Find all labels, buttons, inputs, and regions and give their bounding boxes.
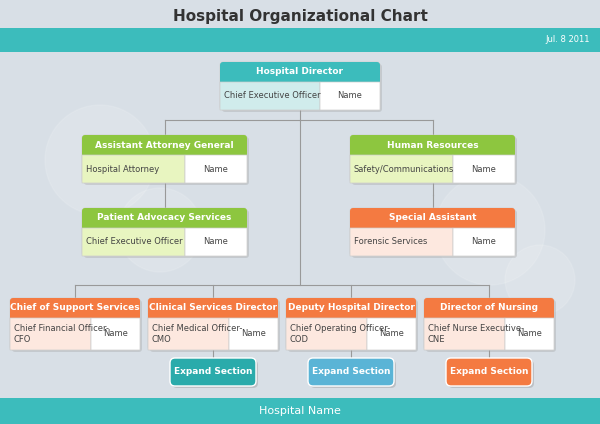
FancyBboxPatch shape	[10, 298, 140, 318]
FancyBboxPatch shape	[367, 318, 416, 350]
FancyBboxPatch shape	[220, 82, 320, 110]
FancyBboxPatch shape	[148, 308, 278, 319]
FancyBboxPatch shape	[82, 145, 247, 156]
FancyBboxPatch shape	[220, 72, 380, 83]
FancyBboxPatch shape	[286, 308, 416, 319]
Text: Hospital Director: Hospital Director	[257, 67, 343, 76]
Text: Human Resources: Human Resources	[386, 140, 478, 150]
FancyBboxPatch shape	[286, 298, 416, 350]
FancyBboxPatch shape	[350, 155, 453, 183]
FancyBboxPatch shape	[352, 137, 517, 185]
Text: Hospital Attorney: Hospital Attorney	[86, 165, 159, 173]
Text: Name: Name	[517, 329, 542, 338]
Text: Name: Name	[379, 329, 404, 338]
Text: Deputy Hospital Director: Deputy Hospital Director	[287, 304, 415, 312]
Text: Special Assistant: Special Assistant	[389, 214, 476, 223]
Text: Chief Executive Officer: Chief Executive Officer	[224, 92, 320, 100]
FancyBboxPatch shape	[148, 298, 278, 350]
Text: Clinical Services Director: Clinical Services Director	[149, 304, 277, 312]
FancyBboxPatch shape	[220, 62, 380, 110]
FancyBboxPatch shape	[82, 135, 247, 155]
FancyBboxPatch shape	[286, 298, 416, 318]
FancyBboxPatch shape	[82, 155, 185, 183]
Text: Hospital Organizational Chart: Hospital Organizational Chart	[173, 8, 427, 23]
Text: Name: Name	[241, 329, 266, 338]
Text: Chief of Support Services: Chief of Support Services	[10, 304, 140, 312]
FancyBboxPatch shape	[453, 228, 515, 256]
FancyBboxPatch shape	[350, 208, 515, 228]
FancyBboxPatch shape	[320, 82, 380, 110]
FancyBboxPatch shape	[148, 298, 278, 318]
FancyBboxPatch shape	[310, 360, 396, 388]
FancyBboxPatch shape	[308, 358, 394, 386]
FancyBboxPatch shape	[350, 218, 515, 229]
FancyBboxPatch shape	[185, 155, 247, 183]
Text: Expand Section: Expand Section	[450, 368, 528, 377]
FancyBboxPatch shape	[424, 318, 505, 350]
FancyBboxPatch shape	[350, 228, 453, 256]
FancyBboxPatch shape	[82, 135, 247, 183]
FancyBboxPatch shape	[453, 155, 515, 183]
Text: Director of Nursing: Director of Nursing	[440, 304, 538, 312]
FancyBboxPatch shape	[424, 298, 554, 318]
Text: Name: Name	[203, 237, 229, 246]
FancyBboxPatch shape	[91, 318, 140, 350]
FancyBboxPatch shape	[424, 308, 554, 319]
Circle shape	[118, 188, 202, 272]
Text: Expand Section: Expand Section	[312, 368, 390, 377]
Text: Name: Name	[203, 165, 229, 173]
FancyBboxPatch shape	[426, 300, 556, 352]
FancyBboxPatch shape	[352, 210, 517, 258]
FancyBboxPatch shape	[185, 228, 247, 256]
FancyBboxPatch shape	[222, 64, 382, 112]
FancyBboxPatch shape	[150, 300, 280, 352]
Text: Name: Name	[103, 329, 128, 338]
Text: Expand Section: Expand Section	[174, 368, 252, 377]
Text: Chief Medical Officer-
CMO: Chief Medical Officer- CMO	[152, 324, 242, 344]
FancyBboxPatch shape	[82, 208, 247, 256]
Circle shape	[505, 245, 575, 315]
Text: Chief Financial Officer-
CFO: Chief Financial Officer- CFO	[14, 324, 109, 344]
FancyBboxPatch shape	[350, 208, 515, 256]
FancyBboxPatch shape	[10, 318, 91, 350]
FancyBboxPatch shape	[286, 318, 367, 350]
Text: Name: Name	[472, 237, 496, 246]
Text: Safety/Communications: Safety/Communications	[354, 165, 454, 173]
Text: Hospital Name: Hospital Name	[259, 406, 341, 416]
FancyBboxPatch shape	[82, 218, 247, 229]
Text: Chief Operating Officer-
COD: Chief Operating Officer- COD	[290, 324, 390, 344]
FancyBboxPatch shape	[10, 308, 140, 319]
FancyBboxPatch shape	[170, 358, 256, 386]
FancyBboxPatch shape	[288, 300, 418, 352]
Text: Assistant Attorney General: Assistant Attorney General	[95, 140, 234, 150]
Circle shape	[45, 105, 155, 215]
FancyBboxPatch shape	[350, 135, 515, 183]
Circle shape	[435, 175, 545, 285]
FancyBboxPatch shape	[172, 360, 258, 388]
FancyBboxPatch shape	[448, 360, 534, 388]
FancyBboxPatch shape	[84, 210, 249, 258]
FancyBboxPatch shape	[0, 28, 600, 52]
FancyBboxPatch shape	[424, 298, 554, 350]
FancyBboxPatch shape	[446, 358, 532, 386]
FancyBboxPatch shape	[229, 318, 278, 350]
FancyBboxPatch shape	[148, 318, 229, 350]
Text: Name: Name	[472, 165, 496, 173]
Text: Chief Nurse Executive-
CNE: Chief Nurse Executive- CNE	[428, 324, 524, 344]
Text: Patient Advocacy Services: Patient Advocacy Services	[97, 214, 232, 223]
FancyBboxPatch shape	[12, 300, 142, 352]
FancyBboxPatch shape	[350, 135, 515, 155]
Text: Chief Executive Officer: Chief Executive Officer	[86, 237, 182, 246]
FancyBboxPatch shape	[350, 145, 515, 156]
FancyBboxPatch shape	[82, 228, 185, 256]
Text: Jul. 8 2011: Jul. 8 2011	[545, 36, 590, 45]
FancyBboxPatch shape	[0, 398, 600, 424]
Text: Name: Name	[338, 92, 362, 100]
FancyBboxPatch shape	[220, 62, 380, 82]
Text: Forensic Services: Forensic Services	[354, 237, 427, 246]
FancyBboxPatch shape	[84, 137, 249, 185]
FancyBboxPatch shape	[505, 318, 554, 350]
FancyBboxPatch shape	[10, 298, 140, 350]
FancyBboxPatch shape	[82, 208, 247, 228]
